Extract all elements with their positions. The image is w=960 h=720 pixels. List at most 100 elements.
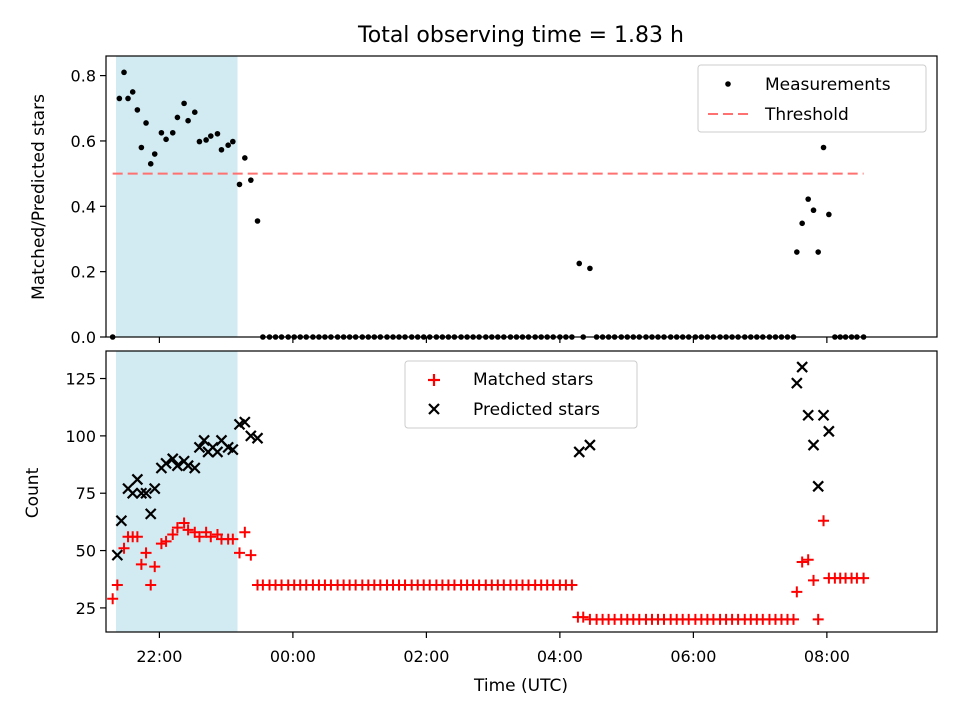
- matched-stars-points: [107, 515, 870, 625]
- matched-star-point: [131, 531, 143, 543]
- matched-star-point: [193, 531, 205, 543]
- predicted-star-point: [807, 439, 820, 451]
- matched-star-point: [107, 593, 119, 605]
- matched-star-point: [160, 535, 172, 547]
- predicted-star-point: [182, 459, 194, 472]
- measurement-point: [587, 265, 593, 272]
- top-legend-box: [697, 64, 927, 133]
- predicted-stars-points: [111, 361, 835, 561]
- matched-star-point: [227, 533, 239, 545]
- x-axis-label: Time (UTC): [473, 676, 568, 696]
- top-y-tick-label: 0.8: [71, 67, 96, 86]
- top-legend: Measurements Threshold: [697, 64, 927, 133]
- matched-star-point: [818, 515, 830, 527]
- top-y-tick-label: 0.6: [71, 132, 96, 151]
- measurement-point: [225, 142, 231, 149]
- measurement-point: [196, 138, 203, 145]
- measurement-point: [163, 136, 169, 143]
- matched-star-point: [135, 558, 147, 570]
- measurement-point: [203, 137, 209, 143]
- predicted-star-point: [198, 434, 210, 447]
- predicted-star-point: [802, 409, 814, 422]
- matched-star-point: [577, 611, 589, 623]
- matched-star-point: [566, 579, 578, 591]
- predicted-star-point: [239, 416, 251, 428]
- measurement-point: [826, 211, 832, 218]
- bottom-y-tick-label: 50: [76, 542, 96, 561]
- bottom-y-axis-label: Count: [23, 467, 43, 518]
- matched-star-point: [858, 572, 870, 584]
- measurement-point: [815, 249, 821, 255]
- predicted-star-point: [245, 430, 257, 442]
- predicted-star-point: [796, 361, 808, 373]
- measurement-point: [181, 100, 187, 107]
- predicted-star-point: [211, 446, 224, 458]
- matched-star-point: [167, 529, 179, 541]
- predicted-star-point: [166, 453, 179, 465]
- matched-star-point: [205, 531, 217, 543]
- bottom-legend-box: [404, 360, 638, 429]
- matched-star-point: [245, 549, 257, 561]
- measurement-point: [151, 151, 158, 157]
- x-tick-label: 00:00: [270, 647, 316, 666]
- bottom-legend: Matched stars Predicted stars: [404, 360, 638, 429]
- predicted-star-point: [171, 459, 184, 472]
- matched-star-point: [796, 556, 808, 568]
- matched-star-point: [111, 579, 123, 591]
- matched-star-point: [149, 561, 161, 573]
- predicted-star-point: [126, 487, 139, 499]
- measurement-point: [218, 146, 225, 153]
- measurement-point: [191, 109, 198, 115]
- matched-star-point: [118, 542, 130, 554]
- measurement-point: [214, 130, 221, 137]
- bottom-y-tick-label: 25: [76, 599, 96, 618]
- predicted-star-point: [148, 482, 161, 495]
- measurement-point: [143, 120, 149, 126]
- measurement-point: [799, 220, 805, 227]
- measurement-point: [125, 95, 131, 102]
- predicted-star-point: [251, 432, 264, 444]
- predicted-star-point: [144, 508, 157, 520]
- matched-star-point: [812, 613, 824, 625]
- top-y-grid: 0.0 0.2 0.4 0.6 0.8: [71, 67, 106, 347]
- legend-measurements-label: Measurements: [765, 75, 891, 95]
- x-tick-label: 04:00: [537, 647, 583, 666]
- matched-star-point: [239, 526, 251, 538]
- measurement-point: [207, 133, 214, 139]
- bottom-y-tick-label: 75: [76, 484, 96, 503]
- matched-star-point: [171, 522, 183, 534]
- matched-star-point: [155, 538, 167, 550]
- bottom-panel: 25 50 75 100 125 22:00 00:00 02:00 04:00 06:00 08…: [23, 350, 938, 696]
- matched-star-point: [178, 517, 190, 529]
- measurement-point: [158, 129, 165, 136]
- predicted-star-point: [140, 487, 152, 499]
- measurement-point: [236, 181, 243, 188]
- bottom-shaded-region: [116, 351, 238, 632]
- matched-star-point: [808, 574, 820, 586]
- matched-star-point: [182, 524, 194, 536]
- predicted-star-point: [817, 409, 830, 422]
- x-tick-label: 02:00: [403, 647, 449, 666]
- bottom-y-tick-label: 100: [65, 427, 96, 446]
- matched-star-point: [802, 554, 814, 566]
- predicted-star-point: [584, 439, 596, 451]
- bottom-y-ticks: 25 50 75 100 125: [65, 370, 106, 618]
- predicted-star-point: [160, 457, 172, 470]
- bottom-plot-frame: [105, 350, 938, 633]
- predicted-star-point: [573, 446, 586, 458]
- legend-predicted-label: Predicted stars: [473, 400, 600, 420]
- top-y-tick-label: 0.0: [71, 328, 96, 347]
- measurement-point: [134, 107, 141, 113]
- measurement-point: [138, 144, 145, 151]
- top-y-tick-label: 0.2: [71, 263, 96, 282]
- legend-matched-label: Matched stars: [473, 370, 593, 390]
- measurement-point: [174, 114, 181, 121]
- predicted-star-point: [111, 549, 124, 561]
- top-shaded-region: [116, 56, 238, 337]
- legend-predicted-marker: [428, 403, 440, 415]
- matched-star-point: [140, 547, 152, 559]
- measurement-point: [794, 249, 800, 255]
- top-y-axis-label: Matched/Predicted stars: [29, 94, 49, 300]
- measurement-point: [169, 129, 176, 136]
